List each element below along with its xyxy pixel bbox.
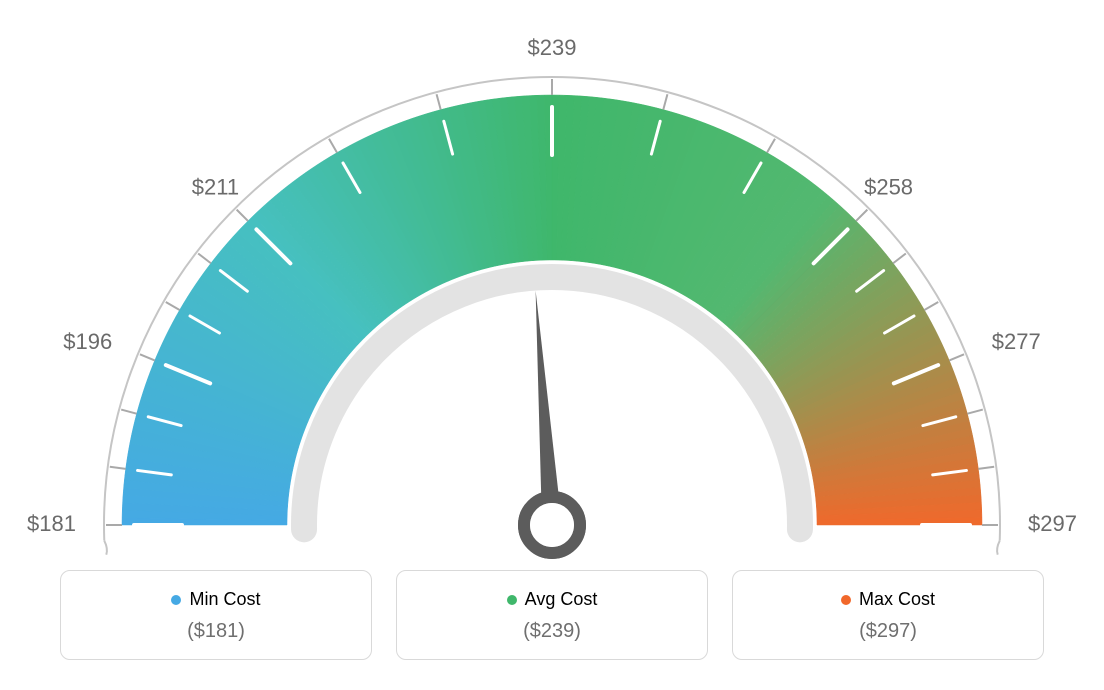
legend-title-avg: Avg Cost [507,589,598,610]
dot-icon-avg [507,595,517,605]
legend-label-max: Max Cost [859,589,935,610]
svg-text:$181: $181 [27,511,76,536]
gauge-svg-container: $181 $196 $211 $239 $258 $277 $297 [20,20,1084,560]
svg-text:$211: $211 [192,174,239,199]
gauge-svg: $181 $196 $211 $239 $258 $277 $297 [20,20,1084,560]
legend-value-max: ($297) [859,620,917,643]
legend-label-avg: Avg Cost [525,589,598,610]
dot-icon-max [841,595,851,605]
legend-title-min: Min Cost [171,589,260,610]
legend-value-avg: ($239) [523,620,581,643]
legend-value-min: ($181) [187,620,245,643]
legend-label-min: Min Cost [189,589,260,610]
legend-card-avg: Avg Cost ($239) [396,570,708,660]
svg-text:$277: $277 [992,329,1041,354]
legend-card-min: Min Cost ($181) [60,570,372,660]
dot-icon-min [171,595,181,605]
legend-card-max: Max Cost ($297) [732,570,1044,660]
legend-title-max: Max Cost [841,589,935,610]
svg-text:$297: $297 [1028,511,1077,536]
svg-text:$239: $239 [528,35,577,60]
legend-row: Min Cost ($181) Avg Cost ($239) Max Cost… [20,570,1084,660]
svg-text:$258: $258 [864,174,913,199]
svg-text:$196: $196 [63,329,112,354]
cost-gauge-chart: $181 $196 $211 $239 $258 $277 $297 Min Cost ($… [20,20,1084,660]
